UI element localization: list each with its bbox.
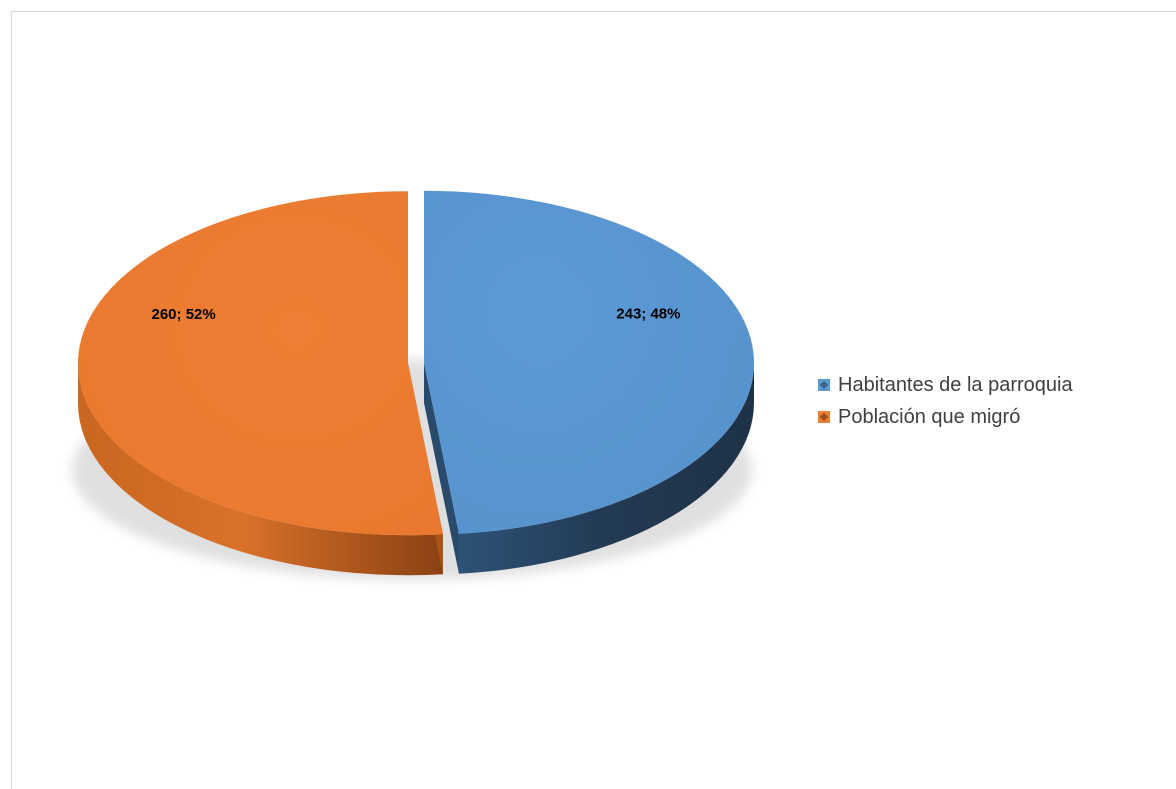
pie-slice-poblacion (78, 191, 443, 536)
pie-side-habitantes (458, 362, 754, 574)
pie-slice-habitantes (423, 190, 754, 534)
legend-swatch (818, 379, 830, 391)
legend-label: Población que migró (838, 405, 1021, 428)
pie-cut-habitantes (423, 362, 459, 574)
legend-swatch (818, 411, 830, 423)
data-label-habitantes: 243; 48% (616, 306, 680, 323)
data-label-poblacion: 260; 52% (152, 306, 216, 323)
legend-item: Habitantes de la parroquia (818, 369, 1073, 401)
legend: Habitantes de la parroquia Población que… (818, 369, 1073, 433)
pie-side-poblacion (78, 363, 443, 576)
legend-label: Habitantes de la parroquia (838, 373, 1073, 396)
legend-item: Población que migró (818, 401, 1073, 433)
